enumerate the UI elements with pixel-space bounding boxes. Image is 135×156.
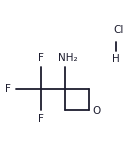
Text: Cl: Cl <box>114 25 124 35</box>
Text: O: O <box>92 106 101 116</box>
Text: H: H <box>112 54 120 64</box>
Text: F: F <box>38 115 43 124</box>
Text: NH₂: NH₂ <box>58 53 77 63</box>
Text: F: F <box>38 53 43 63</box>
Text: F: F <box>5 84 11 94</box>
